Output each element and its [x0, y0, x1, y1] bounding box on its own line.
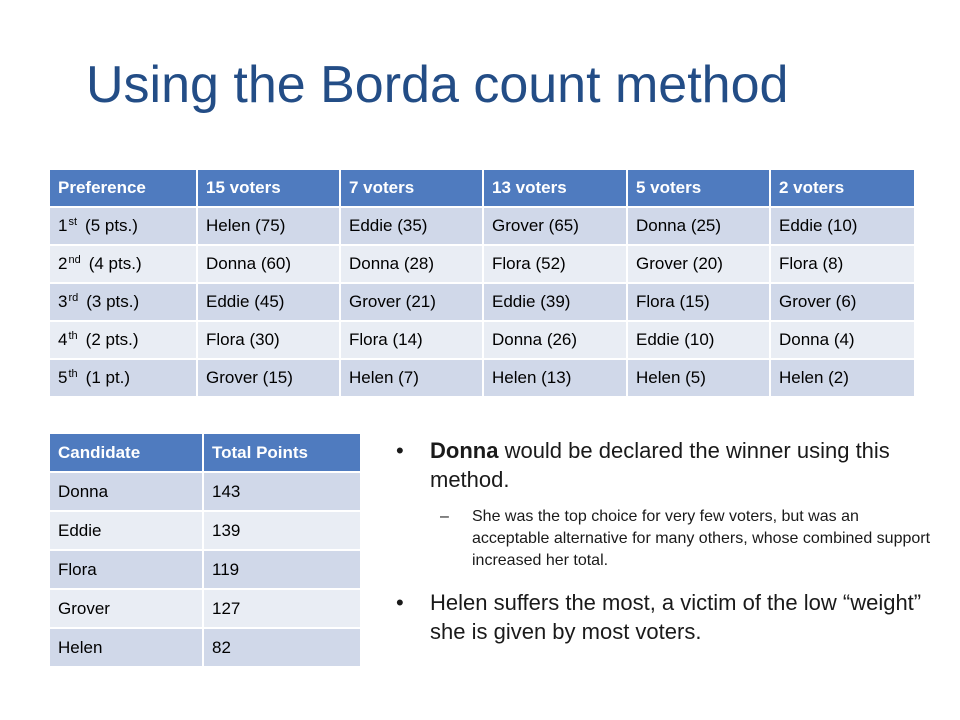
- sub-bullet-text: She was the top choice for very few vote…: [472, 508, 931, 569]
- preference-table: Preference 15 voters 7 voters 13 voters …: [48, 168, 916, 398]
- candidate-name: Flora: [48, 549, 204, 590]
- table-row: 2nd (4 pts.) Donna (60) Donna (28) Flora …: [48, 244, 916, 284]
- table-cell: Grover (21): [339, 282, 484, 322]
- rank-ordinal: th: [68, 368, 78, 380]
- table-cell: Flora (8): [769, 244, 916, 284]
- totals-table: Candidate Total Points Donna 143 Eddie 1…: [48, 432, 362, 668]
- table-cell: Donna (60): [196, 244, 341, 284]
- table-cell: Grover (6): [769, 282, 916, 322]
- table-cell: Eddie (10): [769, 206, 916, 246]
- table-cell: Donna (26): [482, 320, 628, 360]
- rank-number: 5: [58, 368, 68, 387]
- rank-ordinal: st: [68, 216, 78, 228]
- table-row: 5th (1 pt.) Grover (15) Helen (7) Helen (…: [48, 358, 916, 398]
- rank-cell: 2nd (4 pts.): [48, 244, 198, 284]
- rank-number: 2: [58, 254, 68, 273]
- table-row: Grover 127: [48, 588, 362, 629]
- header-7-voters: 7 voters: [339, 168, 484, 208]
- rank-points: (3 pts.): [86, 292, 140, 311]
- table-row: Eddie 139: [48, 510, 362, 551]
- rank-cell: 4th (2 pts.): [48, 320, 198, 360]
- bullet-bold-text: Donna: [430, 438, 499, 463]
- rank-points: (4 pts.): [88, 254, 142, 273]
- candidate-points: 143: [202, 471, 362, 512]
- table-row: 1st (5 pts.) Helen (75) Eddie (35) Grover…: [48, 206, 916, 246]
- rank-number: 3: [58, 292, 68, 311]
- rank-ordinal: nd: [68, 254, 81, 266]
- table-row: Flora 119: [48, 549, 362, 590]
- table-cell: Eddie (35): [339, 206, 484, 246]
- header-2-voters: 2 voters: [769, 168, 916, 208]
- table-cell: Eddie (39): [482, 282, 628, 322]
- rank-cell: 5th (1 pt.): [48, 358, 198, 398]
- candidate-name: Donna: [48, 471, 204, 512]
- table-row: Donna 143: [48, 471, 362, 512]
- candidate-name: Eddie: [48, 510, 204, 551]
- table-cell: Flora (14): [339, 320, 484, 360]
- header-15-voters: 15 voters: [196, 168, 341, 208]
- bullet-text: would be declared the winner using this …: [430, 438, 890, 492]
- table-cell: Donna (4): [769, 320, 916, 360]
- candidate-points: 119: [202, 549, 362, 590]
- table-cell: Grover (20): [626, 244, 771, 284]
- table-cell: Donna (28): [339, 244, 484, 284]
- totals-header-row: Candidate Total Points: [48, 432, 362, 473]
- table-cell: Helen (2): [769, 358, 916, 398]
- table-cell: Flora (15): [626, 282, 771, 322]
- bullet-item-helen: • Helen suffers the most, a victim of th…: [392, 588, 932, 646]
- table-cell: Helen (7): [339, 358, 484, 398]
- rank-points: (1 pt.): [85, 368, 131, 387]
- table-row: 3rd (3 pts.) Eddie (45) Grover (21) Eddie…: [48, 282, 916, 322]
- table-cell: Donna (25): [626, 206, 771, 246]
- header-5-voters: 5 voters: [626, 168, 771, 208]
- candidate-name: Grover: [48, 588, 204, 629]
- sub-bullet-item: – She was the top choice for very few vo…: [392, 506, 932, 572]
- rank-points: (2 pts.): [85, 330, 139, 349]
- table-cell: Helen (5): [626, 358, 771, 398]
- table-cell: Grover (15): [196, 358, 341, 398]
- table-cell: Helen (13): [482, 358, 628, 398]
- bullet-marker: •: [396, 590, 404, 615]
- bullet-item-winner: • Donna would be declared the winner usi…: [392, 436, 932, 494]
- candidate-name: Helen: [48, 627, 204, 668]
- rank-ordinal: th: [68, 330, 78, 342]
- candidate-points: 82: [202, 627, 362, 668]
- header-total-points: Total Points: [202, 432, 362, 473]
- bullet-list: • Donna would be declared the winner usi…: [392, 436, 932, 646]
- rank-number: 4: [58, 330, 68, 349]
- slide-title: Using the Borda count method: [86, 56, 789, 114]
- table-cell: Eddie (45): [196, 282, 341, 322]
- rank-cell: 1st (5 pts.): [48, 206, 198, 246]
- table-cell: Helen (75): [196, 206, 341, 246]
- rank-ordinal: rd: [68, 292, 79, 304]
- rank-number: 1: [58, 216, 68, 235]
- preference-header-row: Preference 15 voters 7 voters 13 voters …: [48, 168, 916, 208]
- rank-cell: 3rd (3 pts.): [48, 282, 198, 322]
- table-cell: Flora (52): [482, 244, 628, 284]
- table-row: Helen 82: [48, 627, 362, 668]
- table-cell: Eddie (10): [626, 320, 771, 360]
- sub-bullet-marker: –: [440, 508, 449, 525]
- table-cell: Flora (30): [196, 320, 341, 360]
- header-13-voters: 13 voters: [482, 168, 628, 208]
- candidate-points: 139: [202, 510, 362, 551]
- header-candidate: Candidate: [48, 432, 204, 473]
- header-preference: Preference: [48, 168, 198, 208]
- bullet-marker: •: [396, 438, 404, 463]
- rank-points: (5 pts.): [85, 216, 138, 235]
- bullet-text: Helen suffers the most, a victim of the …: [430, 590, 922, 644]
- table-row: 4th (2 pts.) Flora (30) Flora (14) Donna …: [48, 320, 916, 360]
- table-cell: Grover (65): [482, 206, 628, 246]
- candidate-points: 127: [202, 588, 362, 629]
